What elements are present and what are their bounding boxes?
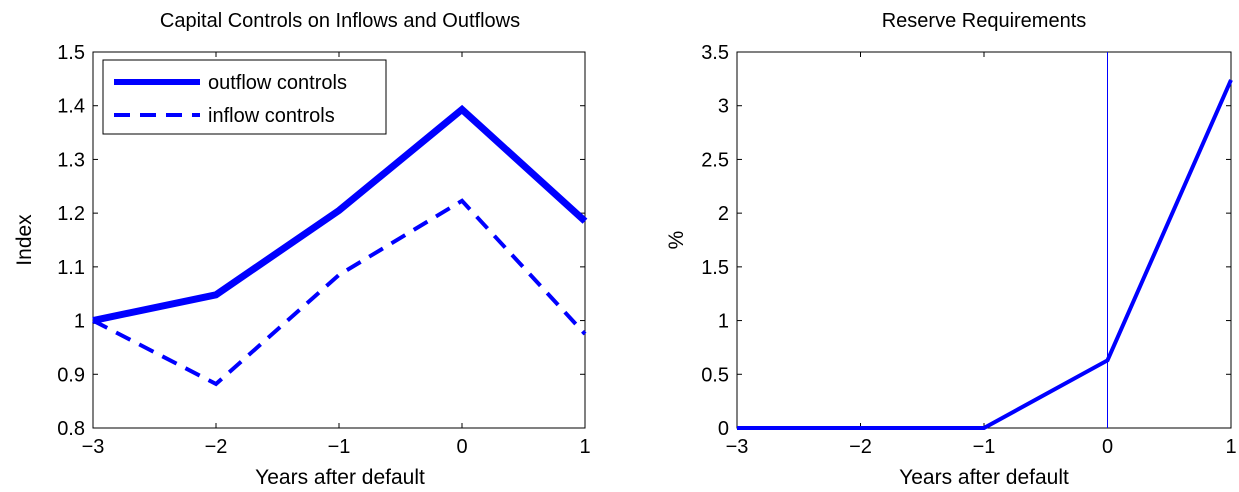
x-tick-label: 0: [456, 436, 467, 458]
series-line-0: [92, 104, 588, 324]
y-tick-label: 3: [718, 96, 729, 118]
x-tick-label: −2: [205, 436, 228, 458]
chart-title: Capital Controls on Inflows and Outflows: [160, 10, 520, 32]
y-axis-label: %: [665, 231, 688, 250]
y-tick-label: 1: [74, 311, 85, 333]
chart-title: Reserve Requirements: [882, 10, 1087, 32]
y-tick-label: 1.1: [57, 257, 85, 279]
series-line-0: [737, 79, 1233, 430]
series-line-1: [92, 198, 587, 387]
y-tick-label: 2.5: [701, 149, 729, 171]
x-tick-label: −3: [82, 436, 105, 458]
x-tick-label: 1: [579, 436, 590, 458]
x-tick-label: −2: [849, 436, 872, 458]
y-tick-label: 1.2: [57, 203, 85, 225]
x-axis-label: Years after default: [899, 466, 1069, 489]
x-axis-label: Years after default: [255, 466, 425, 489]
legend-label-inflow: inflow controls: [208, 105, 335, 127]
y-tick-label: 0: [718, 418, 729, 440]
chart-capital-controls: Capital Controls on Inflows and Outflows…: [13, 10, 591, 489]
legend-box: [102, 59, 387, 135]
y-tick-label: 0.5: [701, 364, 729, 386]
y-tick-label: 0.9: [57, 364, 85, 386]
x-tick-label: −1: [328, 436, 351, 458]
chart-reserve-requirements: Reserve Requirements −3 −2 −1 0 1 0 0.5 1 1.5 2 2.…: [665, 10, 1237, 489]
y-tick-label: 2: [718, 203, 729, 225]
x-tick-label: −1: [973, 436, 996, 458]
y-tick-label: 1.3: [57, 149, 85, 171]
axes-frame: [736, 51, 1232, 429]
plot-area: −3 −2 −1 0 1 0.8 0.9 1 1.1 1.2 1.3 1.4 1.5: [57, 42, 590, 458]
y-tick-label: 1.5: [57, 42, 85, 64]
y-tick-label: 0.8: [57, 418, 85, 440]
x-tick-label: 0: [1102, 436, 1113, 458]
legend: outflow controls inflow controls: [102, 59, 387, 135]
y-tick-label: 3.5: [701, 42, 729, 64]
y-tick-label: 1: [718, 311, 729, 333]
y-axis-label: Index: [13, 214, 36, 266]
x-tick-label: 1: [1225, 436, 1236, 458]
y-tick-label: 1.4: [57, 96, 85, 118]
x-tick-label: −3: [726, 436, 749, 458]
y-tick-label: 1.5: [701, 257, 729, 279]
legend-label-outflow: outflow controls: [208, 72, 347, 94]
plot-area: −3 −2 −1 0 1 0 0.5 1 1.5 2 2.5 3 3.5: [701, 42, 1236, 458]
